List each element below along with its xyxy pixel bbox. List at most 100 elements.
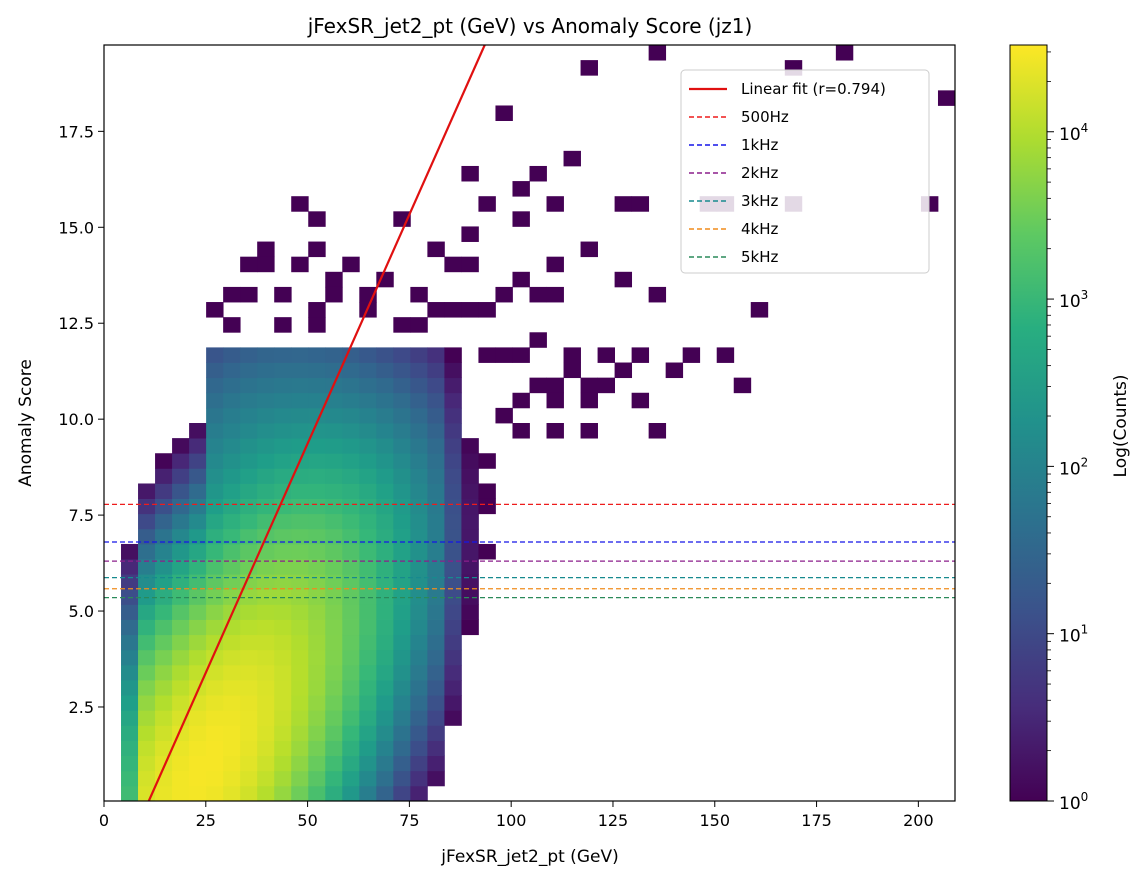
heatmap-cell [614, 196, 633, 212]
heatmap-cell [189, 755, 207, 772]
heatmap-cell [223, 785, 241, 801]
heatmap-cell [291, 559, 309, 575]
heatmap-cell [410, 468, 428, 484]
heatmap-cell [274, 317, 292, 333]
heatmap-cell [257, 649, 275, 666]
trend-line [147, 45, 486, 801]
heatmap-cell [223, 755, 241, 772]
heatmap-cell [291, 770, 309, 787]
heatmap-cell [291, 680, 309, 696]
heatmap-cell [206, 302, 224, 318]
heatmap-cell [308, 785, 326, 801]
heatmap-cell [376, 362, 394, 379]
heatmap-cell [393, 528, 411, 545]
heatmap-cell [206, 347, 224, 363]
heatmap-cell [376, 619, 394, 636]
heatmap-cell [376, 725, 394, 741]
heatmap-cell [206, 710, 224, 726]
heatmap-cell [308, 483, 326, 499]
heatmap-cell [189, 483, 207, 499]
heatmap-cell [155, 634, 173, 651]
heatmap-cell [342, 453, 360, 469]
heatmap-cell [359, 725, 377, 741]
heatmap-cell [189, 604, 207, 620]
heatmap-cell [427, 649, 445, 666]
heatmap-cell [308, 725, 326, 741]
heatmap-cell [257, 680, 275, 696]
heatmap-cell [121, 619, 139, 636]
heatmap-cell [172, 604, 190, 620]
heatmap-cell [325, 695, 343, 711]
heatmap-cell [342, 619, 360, 636]
heatmap-cell [121, 755, 139, 772]
heatmap-cell [444, 513, 462, 530]
heatmap-cell [393, 619, 411, 636]
heatmap-cell [563, 362, 581, 379]
heatmap-cell [155, 528, 173, 545]
heatmap-cell [410, 634, 428, 651]
heatmap-cell [189, 423, 207, 439]
heatmap-cell [682, 347, 701, 363]
heatmap-cell [393, 423, 411, 439]
heatmap-cell [274, 407, 292, 424]
heatmap-cell [257, 256, 275, 273]
heatmap-cell [189, 619, 207, 636]
heatmap-cell [376, 438, 394, 454]
heatmap-cell [461, 513, 479, 530]
heatmap-cell [291, 664, 309, 681]
heatmap-cell [580, 241, 598, 258]
heatmap-cell [461, 226, 479, 242]
heatmap-cell [172, 710, 190, 726]
heatmap-cell [257, 498, 275, 515]
heatmap-cell [597, 377, 615, 394]
heatmap-cell [376, 755, 394, 772]
heatmap-cell [274, 574, 292, 590]
heatmap-cell [274, 619, 292, 636]
heatmap-cell [223, 589, 241, 605]
heatmap-cell [274, 710, 292, 726]
heatmap-cell [427, 604, 445, 620]
heatmap-cell [461, 528, 479, 545]
heatmap-cell [223, 740, 241, 757]
heatmap-cell [648, 45, 667, 61]
legend[interactable]: Linear fit (r=0.794) 500Hz 1kHz 2kHz 3kHz 4kH… [680, 69, 930, 274]
heatmap-cell [291, 256, 309, 273]
heatmap-cell [240, 392, 258, 409]
heatmap-cell [325, 664, 343, 681]
heatmap-cell [189, 740, 207, 757]
heatmap-cell [240, 256, 258, 273]
heatmap-cell [342, 377, 360, 394]
heatmap-cell [274, 347, 292, 363]
heatmap-cell [376, 695, 394, 711]
heatmap-cell [342, 680, 360, 696]
heatmap-cell [444, 302, 462, 318]
colorbar-tick-exponent: 0 [1081, 790, 1089, 804]
heatmap-cell [121, 559, 139, 575]
heatmap-cell [172, 498, 190, 515]
heatmap-cell [393, 710, 411, 726]
heatmap-cell [308, 528, 326, 545]
heatmap-cell [359, 438, 377, 454]
heatmap-cell [461, 574, 479, 590]
heatmap-cell [835, 45, 854, 61]
heatmap-cell [750, 302, 769, 318]
heatmap-cell [359, 513, 377, 530]
heatmap-cell [240, 649, 258, 666]
heatmap-cell [308, 543, 326, 560]
heatmap-cell [461, 165, 479, 182]
heatmap-cell [444, 680, 462, 696]
heatmap-cell [121, 770, 139, 787]
heatmap-cell [138, 680, 156, 696]
heatmap-cell [257, 710, 275, 726]
heatmap-cell [342, 407, 360, 424]
heatmap-cell [206, 498, 224, 515]
heatmap-cell [274, 664, 292, 681]
plot-frame [103, 44, 956, 802]
x-axis-ticks: 0 25 50 75 100 125 150 175 200 [99, 801, 934, 830]
heatmap-cell [410, 619, 428, 636]
heatmap-cell [189, 725, 207, 741]
heatmap-cell [342, 347, 360, 363]
heatmap-cell [444, 407, 462, 424]
heatmap-cell [325, 286, 343, 303]
heatmap-cell [444, 483, 462, 499]
